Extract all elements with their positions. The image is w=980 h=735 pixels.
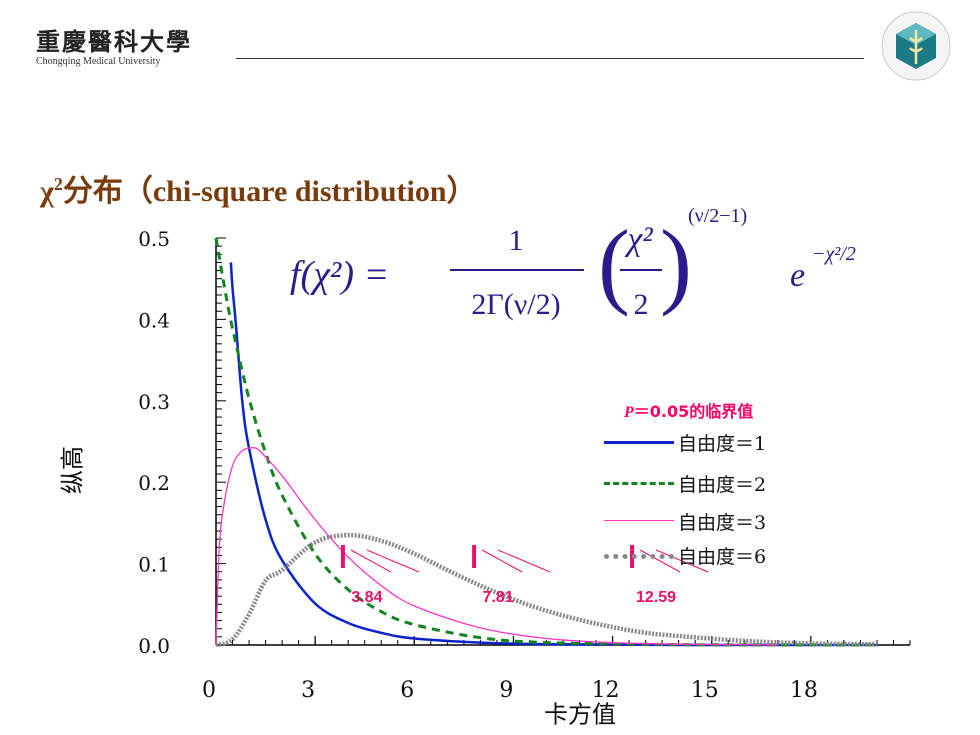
x-tick-label: 6 [400,678,414,703]
series-line-df2 [214,237,878,647]
legend-item-df2: 自由度＝2 [604,470,824,496]
formula-paren-right: ) [660,210,692,317]
formula-frac-den: 2 [634,288,649,321]
legend-title: P＝0.05的临界值 [624,402,754,421]
university-logo-icon [881,11,951,81]
legend-label-df1: 自由度＝1 [678,433,767,455]
chart-series [214,237,878,648]
series-line-df3 [215,446,778,646]
pdf-formula: f(χ²) = 1 2Γ(ν/2) ( χ² 2 ) (ν/2−1) e −χ²… [290,205,856,321]
header-university-en: Chongqing Medical University [36,56,161,67]
formula-exp-power: −χ²/2 [812,243,856,265]
x-tick-label: 0 [202,678,216,703]
series-line-df6 [215,532,878,648]
y-tick-label: 0.4 [138,308,170,332]
header-rule [236,58,864,59]
legend-label-df6: 自由度＝6 [678,546,767,568]
legend-swatch-df2 [604,482,674,485]
legend-label-df3: 自由度＝3 [678,512,767,534]
critical-hatch [497,549,551,573]
y-tick-label: 0.0 [138,634,170,658]
chart-critical-values: 3.84 7.81 12.59 [340,545,709,606]
critical-hatch [481,549,523,573]
formula-paren-left: ( [598,210,630,317]
slide-title: χ2分布（chi-square distribution） [40,174,477,208]
critical-hatch [350,549,392,573]
formula-denominator: 2Γ(ν/2) [471,288,560,321]
x-tick-label: 15 [691,678,719,703]
critical-hatch [639,549,681,573]
y-tick-label: 0.3 [138,390,170,414]
formula-exp-base: e [790,257,805,294]
critical-label-df1: 3.84 [351,589,382,606]
x-tick-label: 3 [301,678,315,703]
y-tick-label: 0.5 [138,227,170,251]
critical-label-df3: 7.81 [483,589,514,606]
formula-numerator: 1 [509,224,524,257]
legend-item-df6: 自由度＝6 [604,542,824,568]
legend-swatch-df3 [604,520,674,521]
y-tick-label: 0.1 [138,553,170,577]
x-axis-label: 卡方值 [544,700,616,729]
critical-marker-df1 [340,545,345,568]
x-tick-label: 12 [592,678,620,703]
header-university-cn: 重慶醫科大學 [36,27,192,56]
legend-item-df1: 自由度＝1 [604,429,824,455]
critical-label-df6: 12.59 [636,589,676,606]
formula-frac-num: χ² [624,221,653,258]
formula-power: (ν/2−1) [688,205,747,227]
legend-item-df3: 自由度＝3 [604,508,824,534]
x-tick-label: 18 [790,678,818,703]
critical-hatch [366,549,420,573]
legend-label-df2: 自由度＝2 [678,474,767,496]
critical-marker-df3 [472,545,477,568]
x-tick-label: 9 [499,678,513,703]
critical-hatch [655,549,709,573]
legend-swatch-df6 [604,554,674,559]
y-tick-label: 0.2 [138,471,170,495]
y-axis-label: 纵高 [58,446,87,494]
legend-swatch-df1 [604,441,674,444]
formula-lhs: f(χ²) = [290,254,389,296]
